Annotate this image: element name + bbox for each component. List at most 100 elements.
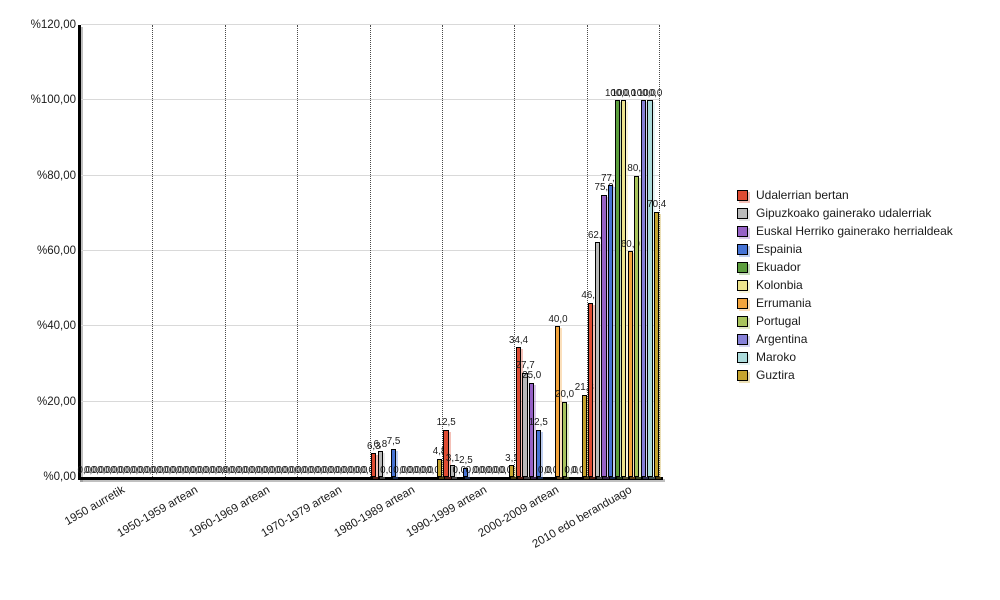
- value-label: 0,0: [353, 464, 368, 476]
- value-label: 0,0: [491, 464, 506, 476]
- legend-label: Argentina: [756, 332, 808, 346]
- bar-errumania: [627, 251, 633, 477]
- value-label: 0,0: [77, 464, 92, 476]
- legend-item-kolonbia: Kolonbia: [737, 276, 953, 294]
- bar-udalerrian-bertan: [443, 429, 449, 477]
- bar-ekuador: [614, 100, 620, 477]
- legend-item-argentina: Argentina: [737, 330, 953, 348]
- value-label: 0,0: [320, 464, 335, 476]
- value-label: 0,0: [228, 464, 243, 476]
- value-label: 70,4: [647, 199, 667, 211]
- value-label: 75,0: [594, 182, 614, 193]
- value-label: 0,0: [360, 464, 375, 476]
- value-label: 0,0: [235, 464, 249, 476]
- vertical-dotted-gridline: [586, 25, 588, 477]
- value-label: 0,0: [570, 464, 585, 476]
- value-label: 0,0: [406, 464, 421, 476]
- value-label: 27,7: [515, 360, 535, 372]
- bar-errumania: [555, 326, 561, 477]
- value-label: 0,0: [301, 464, 315, 476]
- legend-label: Euskal Herriko gainerako herrialdeak: [756, 224, 953, 238]
- y-tick-label: %100,00: [30, 94, 76, 107]
- horizontal-gridline: [81, 325, 660, 327]
- value-label: 0,0: [281, 464, 296, 476]
- value-label: 0,0: [90, 464, 105, 476]
- value-label: 0,0: [255, 464, 269, 476]
- value-label: 0,0: [209, 464, 223, 476]
- vertical-dotted-gridline: [369, 25, 371, 477]
- bar-portugal: [634, 175, 640, 477]
- legend-label: Guztira: [756, 368, 795, 382]
- value-label: 0,0: [116, 464, 131, 476]
- y-tick-label: %40,00: [36, 320, 76, 333]
- y-axis-line: [78, 25, 81, 480]
- value-label: 0,0: [478, 464, 493, 476]
- value-label: 60,0: [620, 238, 640, 250]
- value-label: 100,0: [631, 87, 656, 99]
- bar-group-1960-1969-artean: 0,0 0,0 0,0 0,0 0,0 0,0 0,0 0,0 0,0 0,0 0,0: [222, 25, 301, 477]
- value-label: 0,0: [294, 464, 309, 476]
- legend-item-espainia: Espainia: [737, 240, 953, 258]
- vertical-dotted-gridline: [441, 25, 443, 477]
- value-label: 34,4: [508, 334, 529, 346]
- x-category-label: 1970-1979 artean: [259, 484, 345, 540]
- value-label: 0,0: [334, 464, 348, 476]
- legend-label: Kolonbia: [756, 278, 803, 292]
- bar-group-2000-2009-artean: 34,4 27,7 25,0 12,5 0,0 0,0 40,0 20,0 0,0 0,0 21,8: [509, 25, 594, 477]
- value-label: 0,0: [130, 464, 144, 476]
- bar-group-1950-1959-artean: 0,0 0,0 0,0 0,0 0,0 0,0 0,0 0,0 0,0 0,0 0,0: [150, 25, 229, 477]
- value-label: 0,0: [195, 464, 210, 476]
- bar-udalerrian-bertan: [588, 302, 594, 477]
- value-label: 0,0: [176, 464, 190, 476]
- value-label: 0,0: [261, 464, 276, 476]
- value-label: 0,0: [163, 464, 177, 476]
- bar-guztira: [509, 465, 515, 477]
- x-category-label: 1950-1959 artean: [114, 484, 200, 540]
- legend-item-maroko: Maroko: [737, 348, 953, 366]
- x-category-label: 1950 aurretik: [63, 484, 128, 528]
- value-label: 0,0: [202, 464, 217, 476]
- value-label: 2,5: [459, 455, 473, 467]
- value-label: 40,0: [548, 313, 568, 325]
- value-label: 0,0: [472, 464, 486, 476]
- legend-color-swatch: [737, 351, 748, 363]
- y-tick-label: %0,00: [43, 471, 76, 483]
- bar-guztira: [654, 211, 660, 477]
- value-label: 0,0: [136, 464, 151, 476]
- value-label: 0,0: [419, 464, 434, 476]
- bar-espainia: [607, 185, 614, 477]
- vertical-dotted-gridline: [514, 25, 516, 477]
- value-label: 0,0: [189, 464, 203, 476]
- legend-item-errumania: Errumania: [737, 294, 953, 312]
- value-label: 0,0: [222, 464, 236, 476]
- y-tick-label: %120,00: [30, 19, 76, 31]
- plot-area: 0,0 0,0 0,0 0,0 0,0 0,0 0,0 0,0 0,0 0,0 0,0 0,0 0,0 0…: [77, 24, 666, 477]
- value-label: 0,0: [380, 464, 394, 476]
- legend-label: Maroko: [756, 350, 797, 364]
- value-label: 0,0: [143, 464, 157, 476]
- legend-item-guztira: Guztira: [737, 366, 953, 384]
- x-axis-labels: 1950 aurretik 1950-1959 artean 1960-1969 a…: [63, 484, 681, 574]
- bar-espainia: [390, 448, 396, 477]
- legend-color-swatch: [737, 225, 748, 237]
- value-label: 0,0: [288, 464, 302, 476]
- bar-kolonbia: [621, 100, 627, 477]
- value-label: 0,0: [544, 464, 559, 476]
- legend-label: Espainia: [756, 242, 803, 256]
- bar-guztira: [581, 394, 587, 477]
- value-label: 0,0: [485, 464, 500, 476]
- value-label: 0,0: [123, 464, 138, 476]
- bar-argentina: [640, 100, 647, 477]
- value-label: 100,0: [604, 87, 630, 99]
- value-label: 0,0: [103, 464, 118, 476]
- bar-udalerrian-bertan: [515, 347, 522, 477]
- value-label: 3,1: [505, 452, 519, 464]
- value-label: 0,0: [156, 464, 171, 476]
- horizontal-gridline: [81, 250, 660, 251]
- y-tick-label: %60,00: [36, 245, 76, 257]
- bar-group-1990-1999-artean: 12,5 3,1 0,0 2,5 0,0 0,0 0,0 0,0 0,0 0,0 3,1: [437, 25, 519, 477]
- value-label: 46,3: [581, 290, 601, 302]
- value-label: 6,3: [366, 440, 381, 452]
- value-label: 0,0: [274, 464, 289, 476]
